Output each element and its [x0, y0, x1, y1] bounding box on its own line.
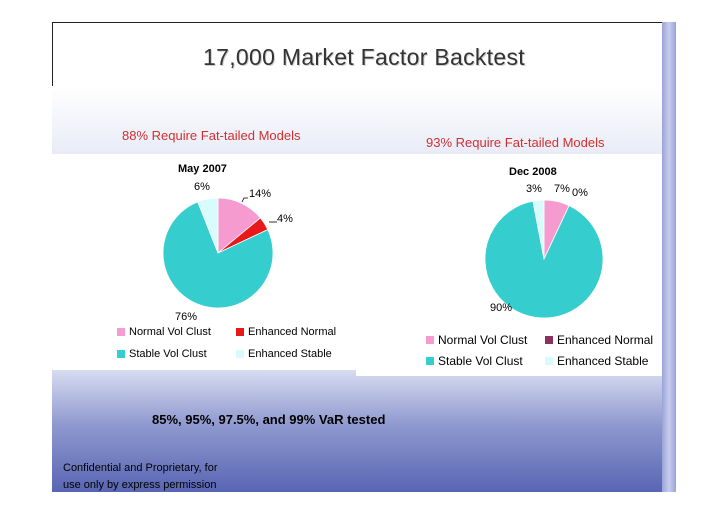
- right-legend-enhanced-stable: Enhanced Stable: [545, 354, 648, 368]
- right-pie-chart: [484, 199, 604, 319]
- right-legend-enhanced-normal: Enhanced Normal: [545, 333, 653, 347]
- swatch: [426, 336, 434, 344]
- pie-slice-enhanced-stable: [532, 199, 545, 260]
- right-legend-normal-vol: Normal Vol Clust: [426, 333, 527, 347]
- confidential-line-1: Confidential and Proprietary, for: [63, 462, 218, 474]
- legend-label: Stable Vol Clust: [438, 354, 523, 368]
- right-legend-stable-vol: Stable Vol Clust: [426, 354, 523, 368]
- bottom-band: [52, 370, 662, 492]
- swatch: [426, 357, 434, 365]
- right-label-enhanced-stable: 3%: [526, 183, 542, 195]
- left-chart-heading: 88% Require Fat-tailed Models: [122, 128, 301, 143]
- confidential-note: Confidential and Proprietary, for use on…: [63, 460, 218, 494]
- confidential-line-2: use only by express permission: [63, 479, 217, 491]
- right-chart-heading: 93% Require Fat-tailed Models: [426, 135, 605, 150]
- title-box: [52, 22, 664, 88]
- right-label-enhanced-normal: 0%: [572, 187, 588, 199]
- left-leader-14: [241, 197, 248, 203]
- right-chart-title: Dec 2008: [509, 166, 557, 178]
- left-legend-enhanced-stable: Enhanced Stable: [236, 348, 332, 360]
- legend-label: Normal Vol Clust: [129, 326, 211, 338]
- left-label-stable-vol: 76%: [175, 311, 198, 323]
- left-legend-normal-vol: Normal Vol Clust: [117, 326, 211, 338]
- swatch: [545, 336, 553, 344]
- left-legend-enhanced-normal: Enhanced Normal: [236, 326, 336, 338]
- right-label-normal-vol: 7%: [554, 183, 570, 195]
- left-label-enhanced-normal: 4%: [277, 213, 293, 225]
- left-pie-chart: [162, 197, 274, 309]
- pie-slice-stable-vol-clust: [162, 201, 274, 309]
- decorative-side-bar: [662, 22, 676, 492]
- pie-slice-enhanced-stable: [197, 197, 219, 254]
- legend-label: Enhanced Stable: [557, 354, 649, 368]
- swatch: [117, 328, 125, 336]
- legend-label: Enhanced Stable: [248, 348, 332, 360]
- right-label-stable-vol: 90%: [490, 302, 513, 314]
- pie-slice-stable-vol-clust: [484, 200, 604, 319]
- heading-band: [52, 86, 662, 154]
- swatch: [236, 350, 244, 358]
- slide-title: 17,000 Market Factor Backtest: [203, 44, 525, 70]
- var-tested-text: 85%, 95%, 97.5%, and 99% VaR tested: [152, 412, 386, 427]
- legend-label: Enhanced Normal: [248, 326, 337, 338]
- legend-label: Enhanced Normal: [557, 333, 654, 347]
- legend-label: Stable Vol Clust: [129, 348, 207, 360]
- swatch: [117, 350, 125, 358]
- legend-label: Normal Vol Clust: [438, 333, 528, 347]
- swatch: [545, 357, 553, 365]
- left-legend-stable-vol: Stable Vol Clust: [117, 348, 207, 360]
- left-chart-title: May 2007: [178, 163, 227, 175]
- left-leader-lines: [241, 197, 277, 223]
- left-label-enhanced-stable: 6%: [194, 181, 210, 193]
- left-label-normal-vol: 14%: [249, 188, 272, 200]
- swatch: [236, 328, 244, 336]
